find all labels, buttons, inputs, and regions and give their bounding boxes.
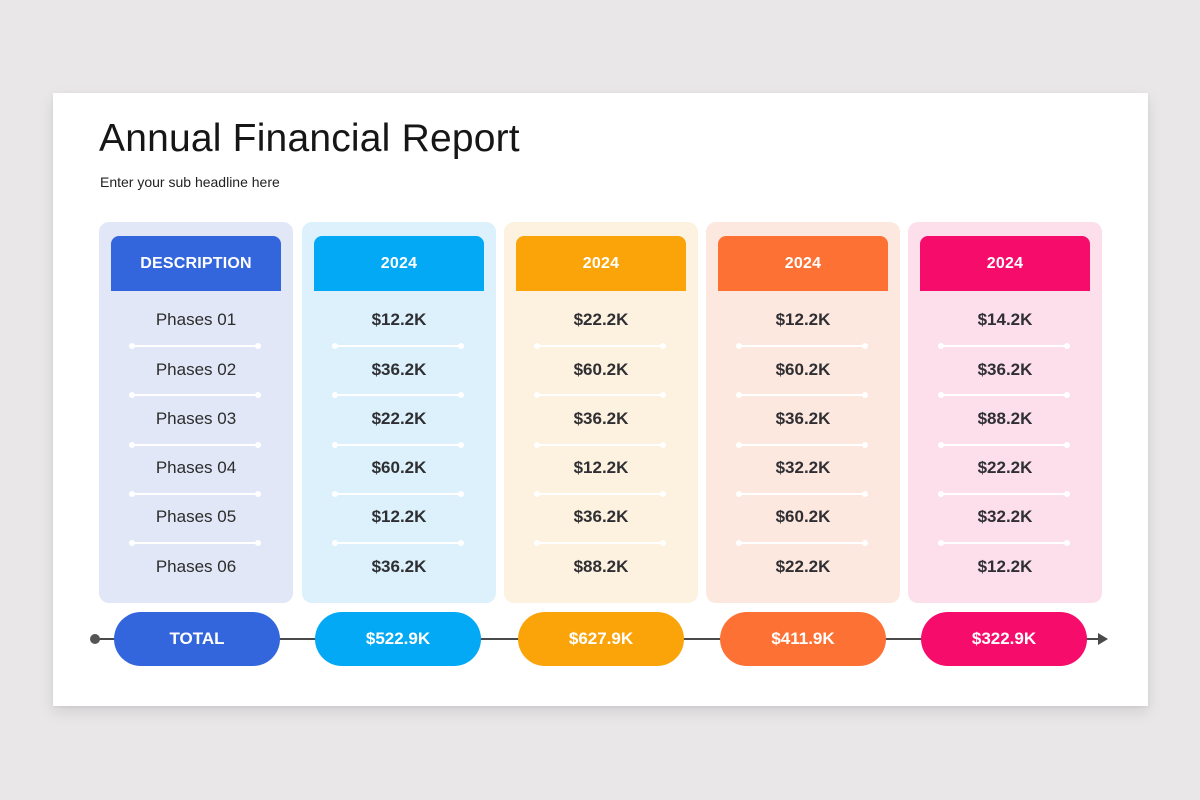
row-divider bbox=[129, 442, 261, 448]
total-label-pill: TOTAL bbox=[114, 612, 280, 666]
row-divider bbox=[938, 491, 1070, 497]
row-divider bbox=[736, 392, 868, 398]
row-divider bbox=[938, 392, 1070, 398]
value-cell: $88.2K bbox=[573, 557, 629, 576]
year-header: 2024 bbox=[516, 236, 686, 291]
row-divider bbox=[129, 491, 261, 497]
timeline-start-dot-icon bbox=[90, 634, 100, 644]
value-cell: $12.2K bbox=[775, 310, 831, 329]
phase-label: Phases 05 bbox=[155, 507, 237, 526]
total-pill-1: $522.9K bbox=[315, 612, 481, 666]
description-column: DESCRIPTION Phases 01 Phases 02 Phases 0… bbox=[99, 222, 293, 603]
row-divider bbox=[736, 540, 868, 546]
phase-label: Phases 01 bbox=[155, 310, 237, 329]
row-divider bbox=[129, 540, 261, 546]
value-cell: $60.2K bbox=[573, 360, 629, 379]
row-divider bbox=[332, 540, 464, 546]
timeline-arrow-icon bbox=[1098, 633, 1108, 645]
slide: Annual Financial Report Enter your sub h… bbox=[53, 93, 1148, 706]
row-divider bbox=[332, 491, 464, 497]
year-column-1: 2024 $12.2K $36.2K $22.2K $60.2K $12.2K … bbox=[302, 222, 496, 603]
value-cell: $60.2K bbox=[775, 360, 831, 379]
value-cell: $36.2K bbox=[977, 360, 1033, 379]
value-cell: $22.2K bbox=[977, 458, 1033, 477]
phase-label: Phases 06 bbox=[155, 557, 237, 576]
phase-label: Phases 03 bbox=[155, 409, 237, 428]
year-column-4: 2024 $14.2K $36.2K $88.2K $22.2K $32.2K … bbox=[908, 222, 1102, 603]
row-divider bbox=[938, 343, 1070, 349]
value-cell: $88.2K bbox=[977, 409, 1033, 428]
value-cell: $22.2K bbox=[371, 409, 427, 428]
value-cell: $22.2K bbox=[573, 310, 629, 329]
description-header: DESCRIPTION bbox=[111, 236, 281, 291]
year-header: 2024 bbox=[920, 236, 1090, 291]
row-divider bbox=[736, 343, 868, 349]
row-divider bbox=[534, 491, 666, 497]
value-cell: $14.2K bbox=[977, 310, 1033, 329]
row-divider bbox=[938, 442, 1070, 448]
total-pill-3: $411.9K bbox=[720, 612, 886, 666]
value-cell: $12.2K bbox=[977, 557, 1033, 576]
year-column-3: 2024 $12.2K $60.2K $36.2K $32.2K $60.2K … bbox=[706, 222, 900, 603]
value-cell: $12.2K bbox=[371, 310, 427, 329]
total-pill-2: $627.9K bbox=[518, 612, 684, 666]
row-divider bbox=[129, 343, 261, 349]
year-header: 2024 bbox=[718, 236, 888, 291]
row-divider bbox=[129, 392, 261, 398]
value-cell: $12.2K bbox=[371, 507, 427, 526]
year-column-2: 2024 $22.2K $60.2K $36.2K $12.2K $36.2K … bbox=[504, 222, 698, 603]
value-cell: $22.2K bbox=[775, 557, 831, 576]
row-divider bbox=[534, 343, 666, 349]
value-cell: $12.2K bbox=[573, 458, 629, 477]
row-divider bbox=[534, 540, 666, 546]
value-cell: $36.2K bbox=[371, 360, 427, 379]
value-cell: $32.2K bbox=[977, 507, 1033, 526]
value-cell: $36.2K bbox=[573, 409, 629, 428]
phase-label: Phases 02 bbox=[155, 360, 237, 379]
page-subtitle: Enter your sub headline here bbox=[100, 174, 280, 190]
row-divider bbox=[534, 392, 666, 398]
value-cell: $32.2K bbox=[775, 458, 831, 477]
row-divider bbox=[332, 343, 464, 349]
row-divider bbox=[534, 442, 666, 448]
total-pill-4: $322.9K bbox=[921, 612, 1087, 666]
row-divider bbox=[938, 540, 1070, 546]
row-divider bbox=[736, 491, 868, 497]
page-title: Annual Financial Report bbox=[99, 117, 520, 160]
phase-label: Phases 04 bbox=[155, 458, 237, 477]
value-cell: $36.2K bbox=[573, 507, 629, 526]
row-divider bbox=[332, 442, 464, 448]
row-divider bbox=[736, 442, 868, 448]
row-divider bbox=[332, 392, 464, 398]
value-cell: $60.2K bbox=[371, 458, 427, 477]
value-cell: $60.2K bbox=[775, 507, 831, 526]
value-cell: $36.2K bbox=[371, 557, 427, 576]
value-cell: $36.2K bbox=[775, 409, 831, 428]
year-header: 2024 bbox=[314, 236, 484, 291]
